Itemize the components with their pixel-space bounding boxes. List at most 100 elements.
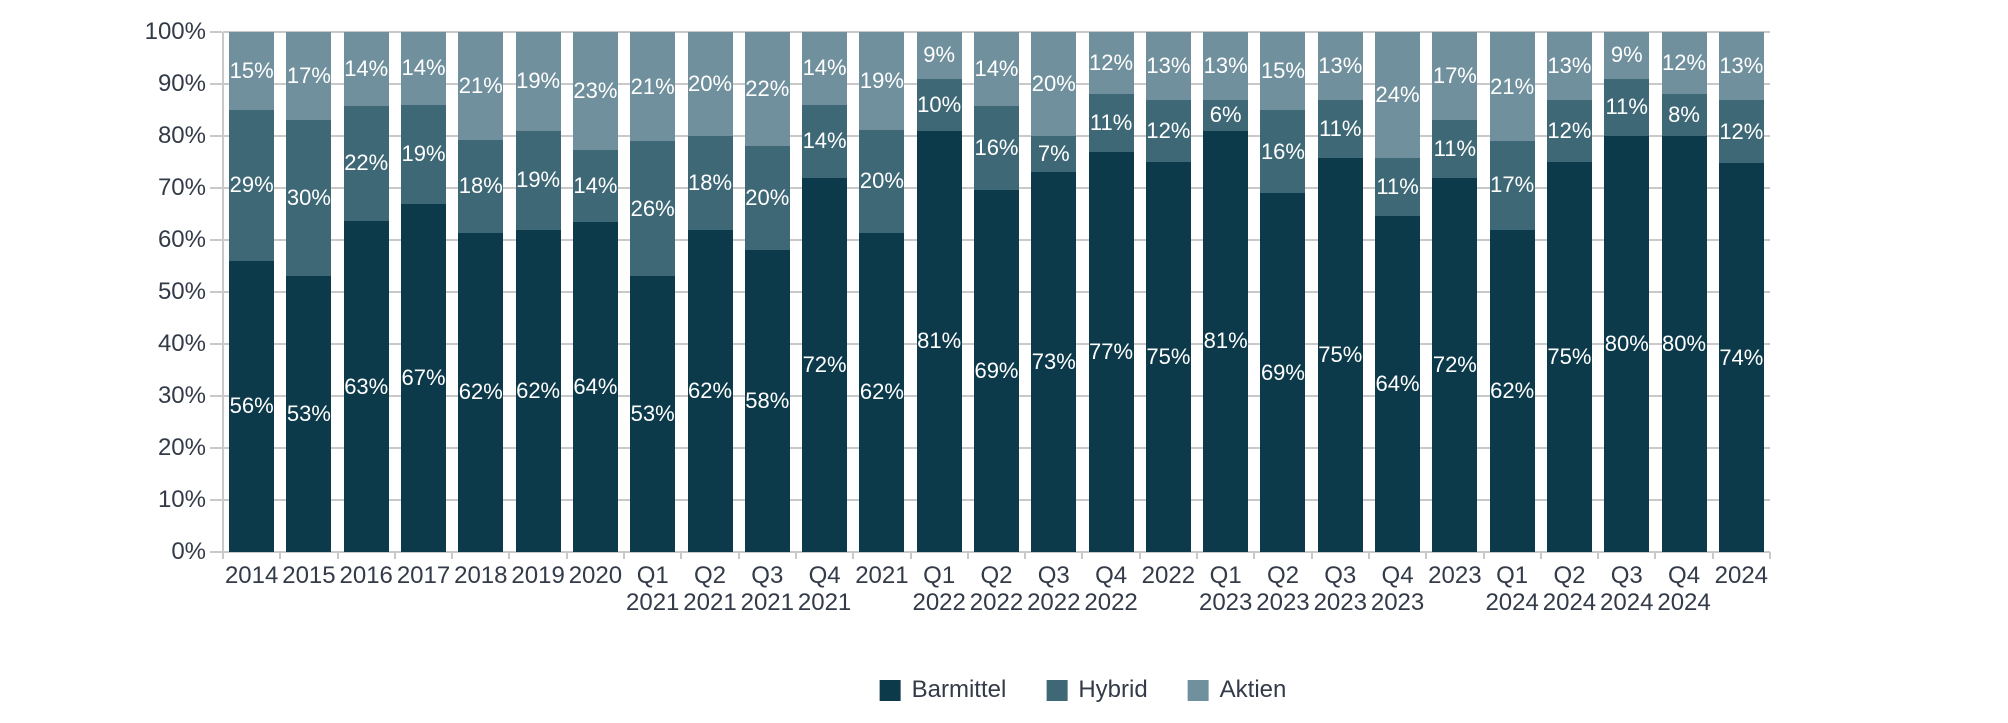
y-axis-tick-label: 90% — [157, 70, 206, 97]
bar-slot: 14% 22% 63% — [338, 32, 395, 552]
x-axis-tick — [451, 552, 454, 559]
bar: 19% 19% 62% — [515, 32, 561, 552]
bar: 21% 26% 53% — [630, 32, 676, 552]
x-axis-tick — [1081, 552, 1084, 559]
data-label: 13% — [1547, 52, 1592, 78]
data-label: 75% — [1318, 342, 1363, 368]
legend-swatch-icon — [879, 679, 901, 701]
x-axis-tick — [1310, 552, 1313, 559]
x-axis-category-label: Q4 2023 — [1370, 562, 1425, 616]
data-label: 72% — [802, 351, 847, 377]
x-axis-category-label: 2014 — [224, 562, 279, 589]
bar-slot: 17% 30% 53% — [280, 32, 337, 552]
bar-segment-aktien: 24% — [1375, 32, 1421, 159]
data-label: 58% — [745, 388, 790, 414]
x-axis-tick — [279, 552, 282, 559]
bar-slot: 13% 12% 75% — [1140, 32, 1197, 552]
data-label: 12% — [1662, 50, 1707, 76]
x-axis-category-label: Q3 2021 — [740, 562, 794, 616]
bar-segment-aktien: 12% — [1088, 32, 1134, 95]
x-axis-category-label: Q4 2022 — [1084, 562, 1138, 616]
legend-item-aktien: Aktien — [1187, 678, 1286, 702]
data-label: 7% — [1037, 141, 1070, 167]
data-label: 67% — [401, 364, 446, 390]
x-axis-tick — [794, 552, 797, 559]
data-label: 69% — [974, 357, 1019, 383]
bar-segment-aktien: 13% — [1546, 32, 1592, 100]
data-label: 64% — [1375, 370, 1420, 396]
data-label: 18% — [687, 169, 733, 195]
data-label: 16% — [1260, 138, 1305, 164]
bar-slot: 12% 8% 80% — [1655, 32, 1712, 552]
data-label: 63% — [344, 373, 389, 399]
bar-segment-barmittel: 75% — [1145, 161, 1191, 552]
bar-segment-barmittel: 53% — [286, 276, 332, 552]
data-label: 19% — [516, 68, 561, 94]
bar-segment-hybrid: 11% — [1317, 100, 1363, 159]
data-label: 29% — [229, 172, 274, 198]
bar-segment-barmittel: 58% — [744, 250, 790, 552]
x-axis-category-label: Q4 2024 — [1657, 562, 1711, 616]
data-label: 21% — [1490, 73, 1535, 99]
x-axis-labels: 2014 2015 2016 2017 2018 2019 2020 Q1 2021 Q2 20… — [223, 562, 1770, 626]
legend-label: Barmittel — [911, 676, 1007, 703]
bar-segment-aktien: 12% — [1661, 32, 1707, 95]
bar-segment-aktien: 21% — [630, 32, 676, 142]
data-label: 8% — [1668, 102, 1700, 128]
bar-slot: 22% 20% 58% — [739, 32, 796, 552]
bar: 14% 16% 69% — [973, 32, 1019, 552]
data-label: 17% — [1432, 63, 1477, 89]
bar-slot: 17% 11% 72% — [1426, 32, 1483, 552]
bar-segment-barmittel: 75% — [1317, 158, 1363, 552]
y-axis-line — [222, 32, 224, 559]
bar-segment-aktien: 20% — [687, 32, 733, 136]
bar-segment-barmittel: 74% — [1718, 163, 1764, 552]
y-axis-tick — [210, 83, 222, 85]
bar: 13% 12% 75% — [1546, 32, 1592, 552]
data-label: 14% — [802, 55, 847, 81]
bar: 13% 11% 75% — [1317, 32, 1363, 552]
data-label: 24% — [1375, 82, 1420, 108]
bar-slot: 14% 14% 72% — [796, 32, 853, 552]
legend: Barmittel Hybrid Aktien — [879, 676, 1286, 703]
bar: 15% 29% 56% — [229, 32, 275, 552]
bar-slot: 19% 20% 62% — [853, 32, 910, 552]
bar-segment-aktien: 9% — [1604, 32, 1650, 79]
x-axis-category-label: Q3 2024 — [1600, 562, 1654, 616]
bar-segment-barmittel: 62% — [458, 232, 504, 552]
data-label: 14% — [401, 55, 446, 81]
data-label: 9% — [1610, 42, 1643, 68]
bar-segment-barmittel: 62% — [859, 232, 905, 552]
y-axis-labels: 0% 10% 20% 30% 40% 50% 60% 70% 80% 90% 100% — [78, 19, 206, 565]
data-label: 22% — [344, 150, 389, 176]
bar: 17% 30% 53% — [286, 32, 332, 552]
data-label: 69% — [1260, 359, 1305, 385]
bar-segment-hybrid: 12% — [1718, 100, 1764, 164]
x-axis-category-label: Q3 2023 — [1313, 562, 1367, 616]
data-label: 13% — [1318, 53, 1363, 79]
bar-segment-hybrid: 30% — [286, 120, 332, 277]
x-axis-category-label: Q2 2021 — [683, 562, 737, 616]
y-axis-tick — [210, 187, 222, 189]
x-axis-tick — [852, 552, 855, 559]
bar-slot: 20% 7% 73% — [1025, 32, 1082, 552]
bar-segment-aktien: 14% — [973, 32, 1019, 106]
bar-segment-barmittel: 72% — [802, 177, 848, 552]
bar: 19% 20% 62% — [859, 32, 905, 552]
data-label: 18% — [458, 173, 503, 199]
data-label: 62% — [458, 379, 503, 405]
bar: 21% 17% 62% — [1489, 32, 1535, 552]
bar-segment-barmittel: 75% — [1546, 161, 1592, 552]
bar: 12% 8% 80% — [1661, 32, 1707, 552]
data-label: 23% — [573, 78, 618, 104]
data-label: 12% — [1089, 50, 1134, 76]
bar-slot: 14% 16% 69% — [968, 32, 1025, 552]
x-axis-category-label: Q4 2021 — [797, 562, 852, 616]
bar: 12% 11% 77% — [1088, 32, 1134, 552]
data-label: 15% — [229, 58, 274, 83]
data-label: 14% — [344, 55, 389, 81]
bar-segment-aktien: 17% — [1432, 32, 1478, 121]
x-axis-category-label: Q3 2022 — [1027, 562, 1081, 616]
bar-slot: 9% 11% 80% — [1598, 32, 1655, 552]
x-axis-category-label: 2018 — [454, 562, 508, 589]
